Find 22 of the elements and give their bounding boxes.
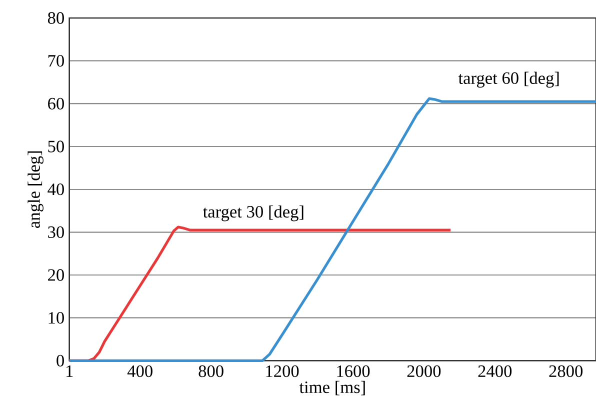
y-axis-title: angle [deg] xyxy=(28,151,44,228)
x-tick-label: 800 xyxy=(198,365,224,378)
x-tick-label: 2000 xyxy=(407,365,441,378)
annotation: target 60 [deg] xyxy=(458,72,559,88)
x-tick-label: 2800 xyxy=(549,365,583,378)
line-series xyxy=(68,97,596,362)
y-tick-label: 40 xyxy=(48,183,64,196)
x-tick-label: 1600 xyxy=(337,365,370,378)
annotation: target 30 [deg] xyxy=(202,205,304,222)
y-tick-label: 30 xyxy=(48,226,64,238)
y-tick-label: 70 xyxy=(48,54,64,67)
x-axis-title: time [ms] xyxy=(299,380,365,396)
x-tick-label: 1200 xyxy=(266,365,299,378)
y-tick-label: 60 xyxy=(48,98,64,110)
y-tick-label: 50 xyxy=(48,140,64,152)
x-tick-label: 400 xyxy=(127,365,152,378)
x-tick-label: 2400 xyxy=(478,365,512,378)
y-tick-label: 80 xyxy=(48,12,64,24)
x-tick-label: 1 xyxy=(66,365,73,377)
y-tick-label: 10 xyxy=(48,312,64,324)
y-tick-label: 0 xyxy=(56,354,64,367)
y-tick-label: 20 xyxy=(48,269,64,281)
